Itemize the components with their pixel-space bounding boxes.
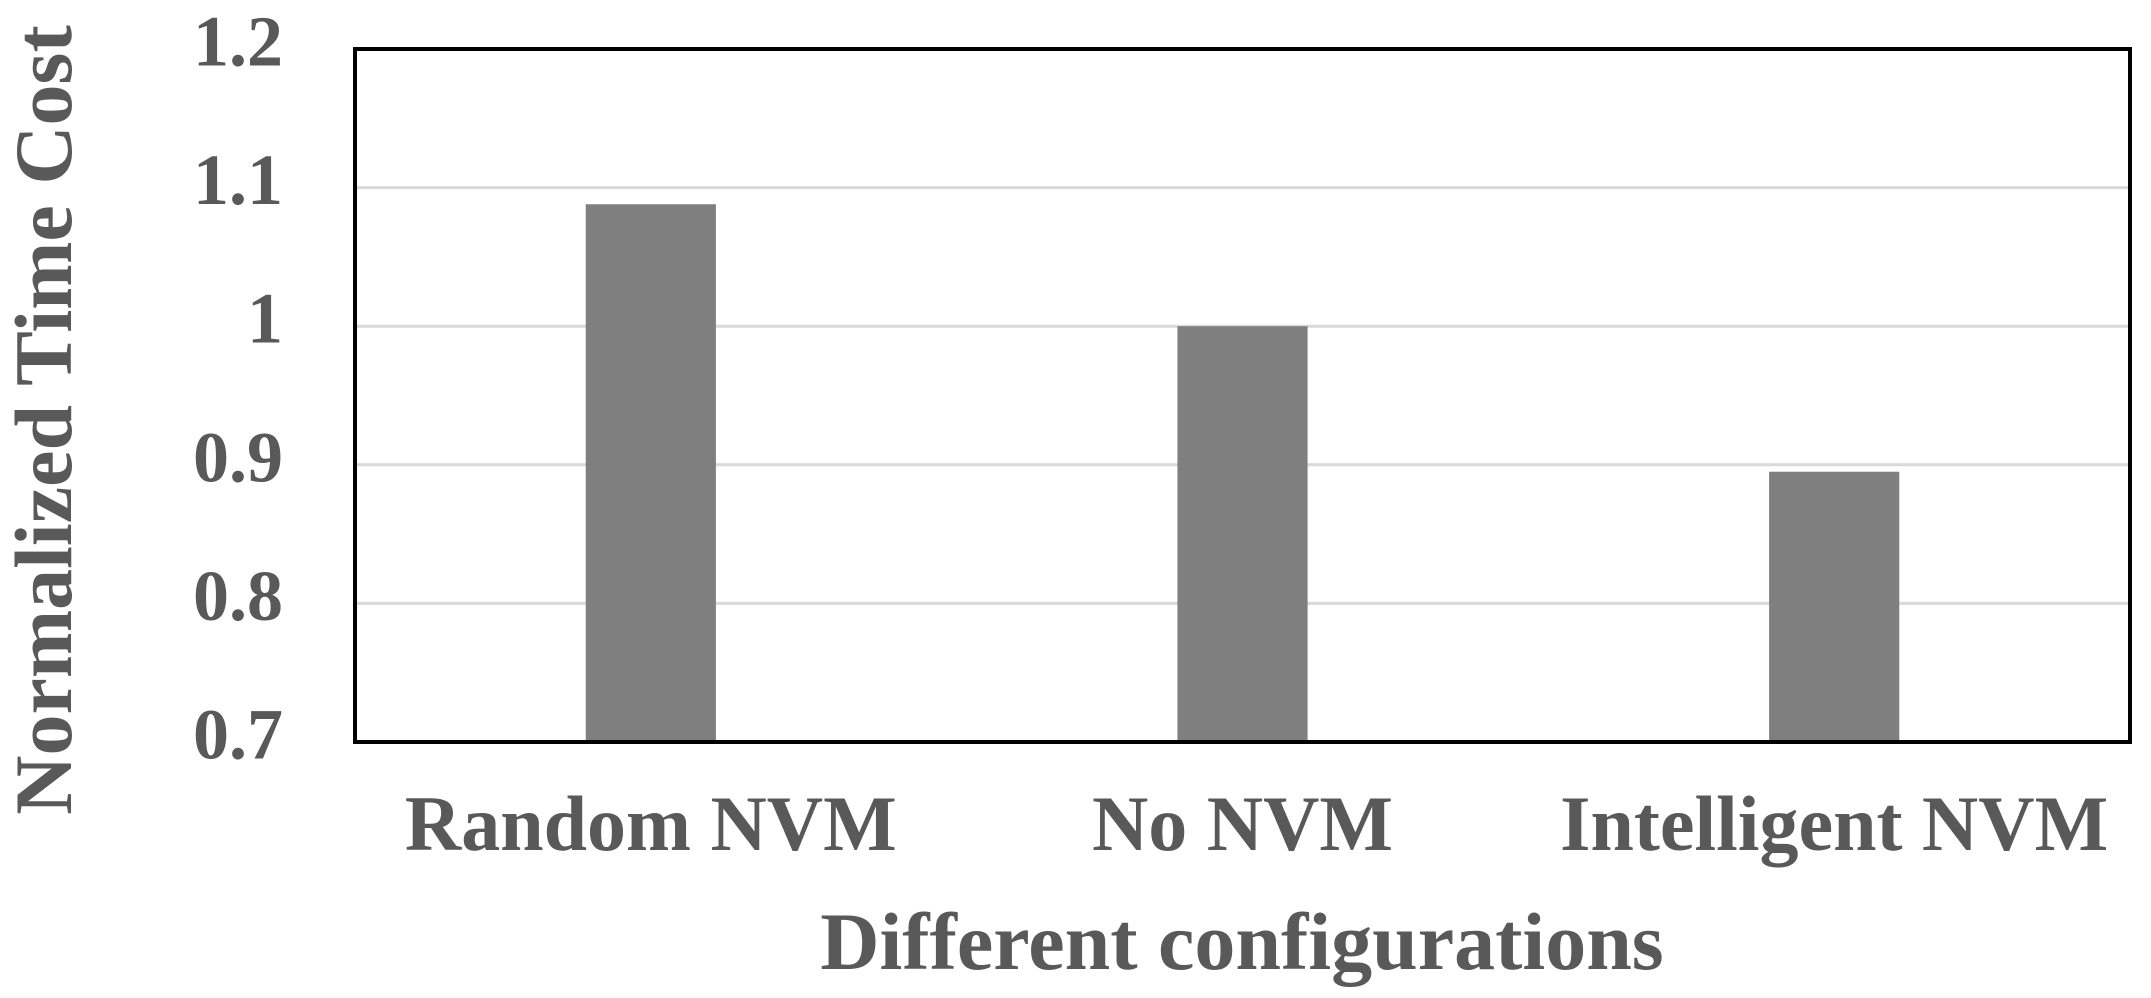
- bar: [1177, 326, 1308, 742]
- x-axis-title: Different configurations: [820, 896, 1663, 987]
- y-tick-label: 1.2: [193, 2, 283, 82]
- x-tick-label: Intelligent NVM: [1560, 780, 2108, 867]
- y-tick-label: 0.7: [193, 695, 283, 775]
- y-tick-label: 1: [247, 279, 283, 359]
- plot-border: [353, 47, 2132, 744]
- y-tick-label: 0.9: [193, 417, 283, 497]
- x-tick-label: Random NVM: [405, 780, 897, 867]
- bar: [585, 204, 716, 742]
- x-tick-label: No NVM: [1092, 780, 1393, 867]
- y-tick-label: 0.8: [193, 556, 283, 636]
- y-axis-title: Normalized Time Cost: [0, 25, 89, 815]
- y-tick-label: 1.1: [193, 140, 283, 220]
- bar: [1769, 471, 1900, 742]
